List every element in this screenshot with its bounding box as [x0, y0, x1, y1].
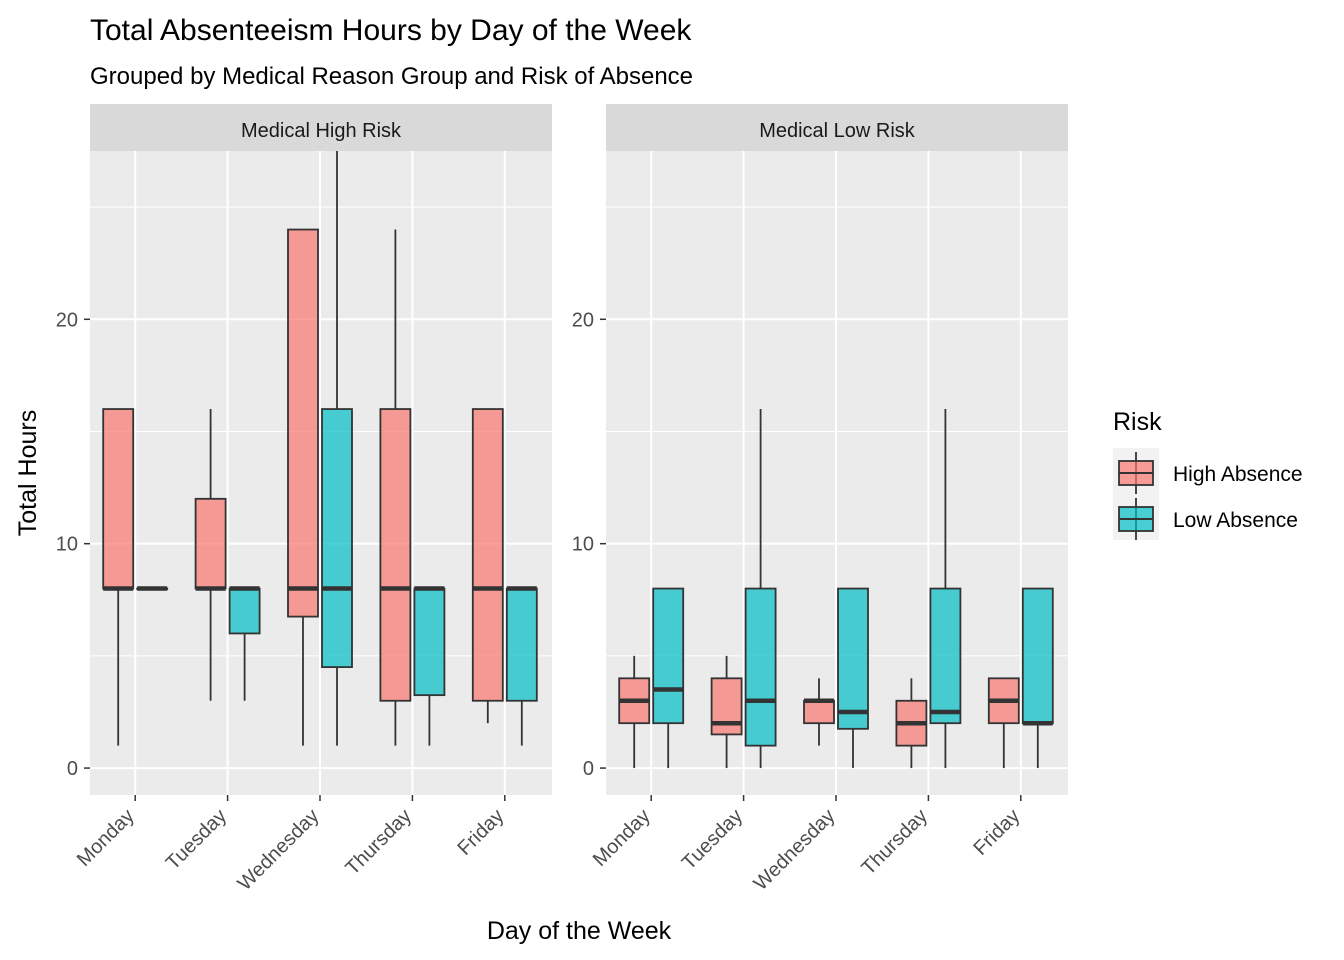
x-tick-label: Tuesday — [678, 805, 747, 874]
y-tick-label: 20 — [56, 309, 78, 331]
x-tick-label: Friday — [453, 805, 508, 860]
y-tick-label: 20 — [572, 309, 594, 331]
legend-label: Low Absence — [1173, 509, 1298, 532]
legend-label: High Absence — [1173, 463, 1303, 486]
facet-strip — [606, 104, 1068, 151]
box — [803, 699, 835, 725]
y-tick-label: 0 — [67, 758, 78, 780]
x-tick-label: Tuesday — [162, 805, 231, 874]
box — [710, 677, 743, 736]
x-tick-label: Friday — [969, 805, 1024, 860]
box — [652, 587, 685, 725]
legend: Risk High Absence Low Absence — [1113, 408, 1303, 540]
y-tick-label: 10 — [56, 534, 78, 556]
x-tick-label: Thursday — [857, 805, 932, 880]
y-tick-label: 0 — [583, 758, 594, 780]
box — [471, 408, 504, 702]
box — [102, 408, 135, 590]
y-axis-label: Total Hours — [14, 410, 42, 536]
x-tick-label: Monday — [589, 805, 655, 871]
x-tick-label: Wednesday — [234, 805, 324, 895]
x-tick-label: Wednesday — [750, 805, 840, 895]
chart-title: Total Absenteeism Hours by Day of the We… — [90, 14, 692, 47]
box — [1021, 587, 1054, 725]
box — [321, 408, 353, 668]
legend-title: Risk — [1113, 408, 1162, 436]
box — [228, 587, 261, 635]
box — [413, 587, 446, 697]
chart-subtitle: Grouped by Medical Reason Group and Risk… — [90, 63, 693, 90]
box — [929, 587, 962, 725]
box — [837, 587, 869, 730]
facet-strip-label: Medical High Risk — [241, 120, 402, 142]
box — [287, 228, 319, 618]
facet-strip — [90, 104, 552, 151]
x-tick-label: Monday — [73, 805, 139, 871]
x-axis-label: Day of the Week — [487, 917, 672, 945]
box — [379, 408, 412, 702]
x-tick-label: Thursday — [341, 805, 416, 880]
box — [744, 587, 777, 747]
facet-strip-label: Medical Low Risk — [759, 120, 916, 142]
box — [194, 497, 227, 590]
y-tick-label: 10 — [572, 534, 594, 556]
box — [505, 587, 538, 702]
